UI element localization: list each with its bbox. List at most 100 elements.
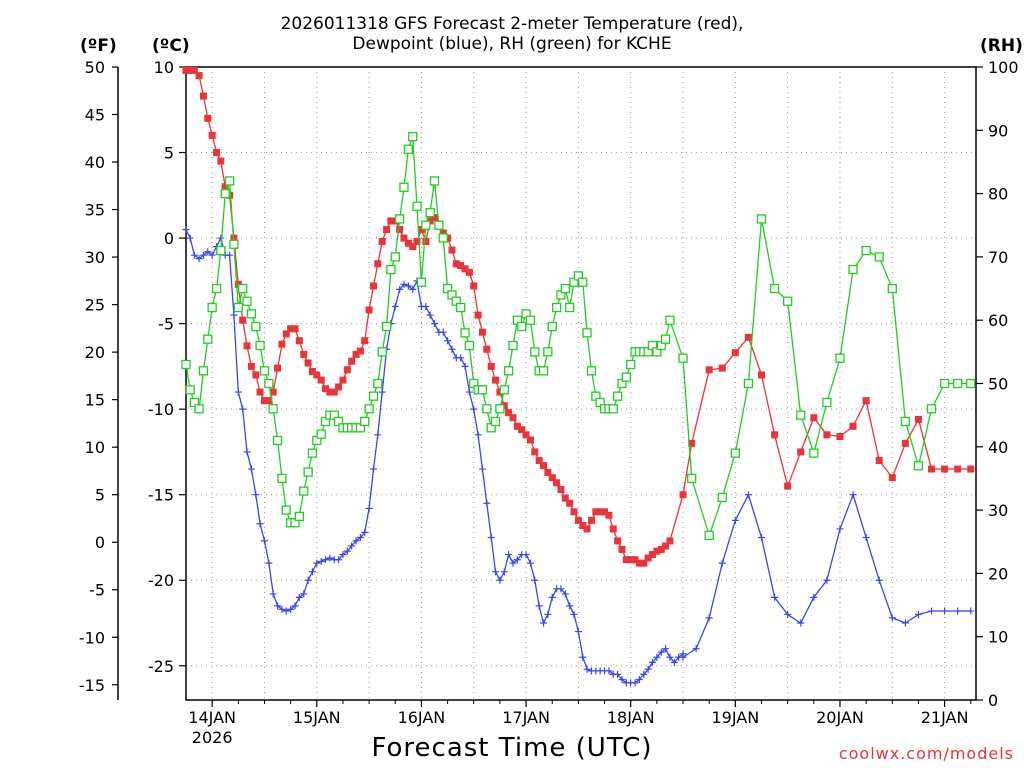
rh-point: [665, 315, 675, 325]
dewpoint-point: [396, 285, 404, 293]
x-tick-label: 21JAN: [921, 708, 969, 727]
2-meter-temperature-point: [771, 431, 779, 439]
dewpoint-point: [190, 251, 198, 259]
2-meter-temperature-point: [531, 448, 539, 456]
rh-point: [530, 347, 540, 357]
dewpoint-point: [400, 280, 408, 288]
dewpoint-point: [914, 610, 922, 618]
fahrenheit-tick-label: 30: [85, 248, 105, 267]
dewpoint-point: [862, 533, 870, 541]
dewpoint-point: [849, 491, 857, 499]
rh-point: [425, 207, 435, 218]
2-meter-temperature-point: [757, 371, 765, 379]
dewpoint-point: [526, 559, 534, 567]
2-meter-temperature-point: [666, 537, 674, 545]
2-meter-temperature-point: [300, 350, 308, 358]
dewpoint-point: [478, 465, 486, 473]
2-meter-temperature-point: [605, 511, 613, 519]
2-meter-temperature-point: [548, 474, 556, 482]
2-meter-temperature-point: [478, 328, 486, 336]
rh-point: [503, 366, 514, 376]
2-meter-temperature-point: [622, 556, 630, 564]
dewpoint-point: [836, 525, 844, 533]
rh-point: [238, 283, 248, 294]
dewpoint-point: [522, 551, 530, 559]
dewpoint-point: [653, 653, 661, 661]
dewpoint-point: [941, 607, 949, 615]
2-meter-temperature-point: [596, 508, 604, 516]
celsius-tick-label: 5: [164, 144, 174, 163]
dewpoint-point: [692, 645, 700, 653]
dewpoint-point: [204, 248, 212, 256]
2-meter-temperature-point: [901, 439, 909, 447]
rh-point: [412, 201, 422, 211]
dewpoint-point: [195, 255, 203, 263]
dewpoint-point: [731, 516, 739, 524]
dewpoint-point: [444, 337, 452, 345]
rh-point: [386, 264, 396, 275]
dewpoint-point: [374, 431, 382, 439]
rh-point: [608, 404, 618, 414]
dewpoint-point: [356, 533, 364, 541]
rh-point: [408, 131, 418, 142]
2-meter-temperature-point: [374, 260, 382, 268]
rh-tick-label: 90: [988, 121, 1008, 140]
rh-point: [281, 505, 291, 515]
rh-point: [551, 302, 562, 313]
dewpoint-point: [648, 658, 656, 666]
2-meter-temperature-point: [295, 337, 303, 345]
dewpoint-point: [757, 533, 765, 541]
2-meter-temperature-point: [431, 214, 439, 222]
2-meter-temperature-point: [914, 415, 922, 423]
dewpoint-point: [247, 465, 255, 473]
dewpoint-point: [199, 251, 207, 259]
rh-point: [586, 366, 597, 376]
2-meter-temperature-point: [587, 516, 595, 524]
2-meter-temperature-point: [553, 479, 561, 487]
rh-tick-label: 70: [988, 248, 1008, 267]
dewpoint-point: [439, 328, 447, 336]
2-meter-temperature-point: [744, 333, 752, 341]
rh-point: [246, 309, 257, 319]
2-meter-temperature-point: [679, 491, 687, 499]
fahrenheit-tick-label: 10: [85, 438, 105, 457]
2-meter-temperature-point: [239, 316, 247, 324]
dewpoint-point: [657, 648, 665, 656]
rh-point: [874, 252, 884, 262]
fahrenheit-unit-label: (ºF): [80, 36, 117, 56]
dewpoint-point: [614, 670, 622, 678]
2-meter-temperature-point: [213, 149, 221, 157]
2-meter-temperature-point: [653, 547, 661, 555]
series-layer: [181, 66, 976, 687]
rh-point: [220, 188, 230, 199]
rh-point: [926, 404, 937, 414]
rh-point: [259, 366, 270, 376]
dewpoint-point: [566, 602, 574, 610]
rh-point: [756, 214, 767, 224]
celsius-tick-label: 10: [154, 58, 174, 77]
2-meter-temperature-point: [190, 66, 198, 74]
2-meter-temperature-point: [326, 388, 334, 396]
rh-point: [621, 372, 631, 382]
2-meter-temperature-point: [256, 388, 264, 396]
dewpoint-point: [308, 568, 316, 576]
2-meter-temperature-point: [243, 342, 251, 350]
rh-point: [316, 429, 326, 439]
rh-point: [233, 302, 243, 313]
rh-point: [578, 277, 588, 287]
2-meter-temperature-point: [540, 462, 548, 470]
dewpoint-point: [208, 251, 216, 259]
dewpoint-point: [605, 667, 613, 675]
dewpoint-point: [579, 653, 587, 661]
2-meter-temperature-point: [810, 414, 818, 422]
2-meter-temperature-point: [836, 433, 844, 441]
rh-point: [913, 461, 924, 471]
rh-point: [730, 448, 740, 458]
dewpoint-point: [431, 320, 439, 328]
dewpoint-point: [548, 593, 556, 601]
dewpoint-point: [470, 405, 478, 413]
rh-point: [482, 404, 492, 414]
2-meter-temperature-point: [343, 366, 351, 374]
2-meter-temperature-point: [592, 508, 600, 516]
rh-point: [717, 492, 727, 503]
